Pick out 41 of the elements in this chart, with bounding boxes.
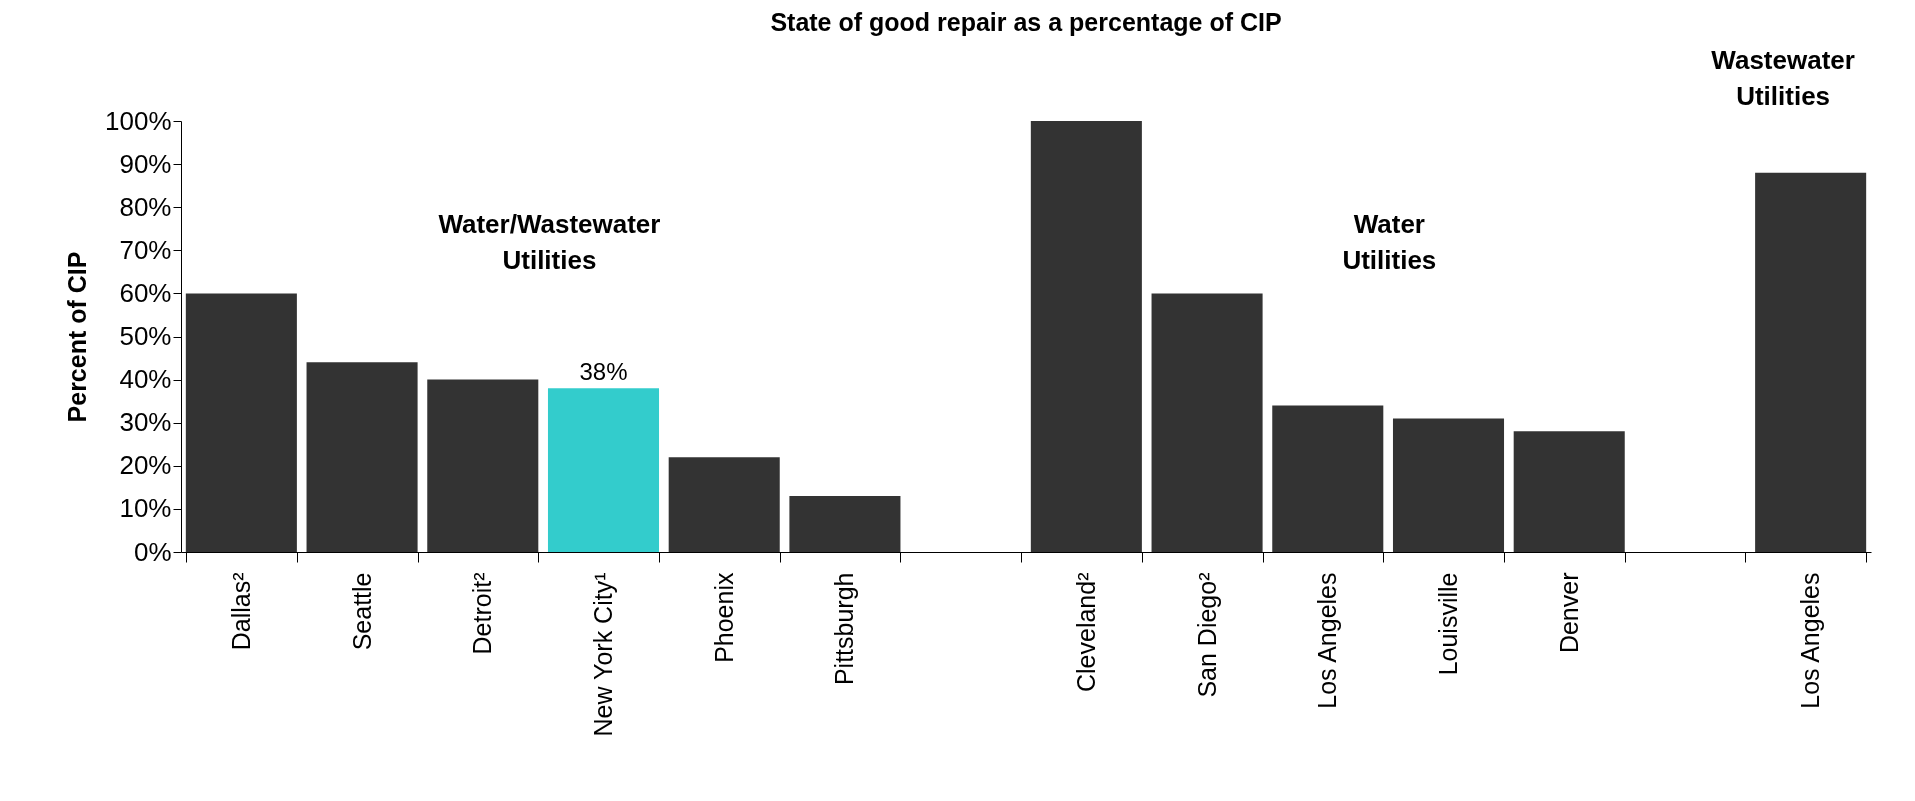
y-tick-label: 80% [119,191,172,222]
x-tick-label: Los Angeles [1796,572,1825,709]
bar [789,495,901,552]
x-tick-label: San Diego² [1192,572,1221,698]
x-tick-label: New York City¹ [589,572,617,737]
y-tick-label: 30% [119,407,172,438]
text: Wastewater Utilities [1711,44,1855,111]
bar [547,388,660,552]
x-tick-label: Detroit² [468,572,497,655]
y-axis-title: Percent of CIP [63,251,91,423]
bar [668,457,780,552]
y-tick-label: 40% [119,364,172,395]
y-tick-label: 50% [119,321,172,351]
bar [185,293,297,552]
x-tick-label: Phoenix [709,572,738,663]
x-tick-label: Cleveland² [1071,572,1100,693]
x-tick-label: Los Angeles [1313,572,1342,709]
bar [1392,418,1505,552]
y-tick-label: 70% [119,234,172,265]
bar [1755,172,1867,552]
bar [427,379,539,552]
x-tick-label: Pittsburgh [830,572,859,686]
y-tick-label: 100% [105,105,172,136]
annotation: Water Utilities [1342,208,1437,275]
chart-title: State of good repair as a percentage of CIP [770,7,1282,36]
bar [1513,431,1625,552]
bar [1272,405,1384,552]
y-tick-label: 60% [119,277,172,308]
y-tick-label: 10% [119,493,172,524]
data-label: 38% [579,358,628,386]
x-tick-label: Louisville [1434,572,1462,676]
y-tick-label: 0% [133,536,172,567]
bar [1030,121,1142,552]
y-tick-label: 90% [119,148,172,179]
x-tick-label: Seattle [347,572,376,651]
x-tick-label: Denver [1554,572,1583,654]
y-tick-label: 20% [119,450,172,481]
bar [306,362,418,552]
annotation: Water/Wastewater Utilities [438,208,661,275]
x-tick-label: Dallas² [226,572,255,651]
bar [1151,293,1263,552]
